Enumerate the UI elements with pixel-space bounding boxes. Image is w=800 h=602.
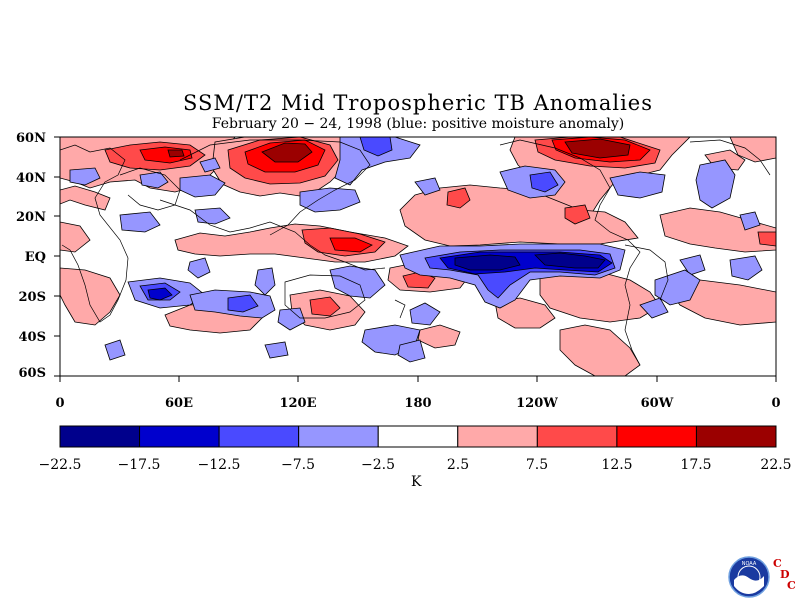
colorbar-tick-label: −22.5 xyxy=(39,457,82,473)
map-title: SSM/T2 Mid Tropospheric TB Anomalies xyxy=(182,91,654,115)
lon-label: 0 xyxy=(55,396,64,411)
coastlines xyxy=(60,139,771,366)
colorbar-segment xyxy=(139,425,220,448)
colorbar-segment xyxy=(536,425,618,448)
colorbar-segment xyxy=(218,425,300,448)
colorbar-segment xyxy=(616,425,697,448)
colorbar-labels: −22.5 −17.5 −12.5 −7.5 −2.5 2.5 7.5 12.5… xyxy=(39,457,792,473)
lat-label: 40N xyxy=(16,171,46,186)
navy-anomaly-regions xyxy=(454,252,606,271)
colorbar-segment xyxy=(298,425,379,448)
lon-label: 120W xyxy=(516,396,558,411)
lat-label: 60S xyxy=(19,366,46,381)
colorbar-tick-label: 17.5 xyxy=(680,457,711,473)
dark-red-anomaly-regions xyxy=(167,138,631,163)
lat-label: 40S xyxy=(19,330,46,345)
lat-label: 20N xyxy=(16,210,46,225)
lat-labels: 60N 40N 20N EQ 20S 40S 60S xyxy=(16,131,46,381)
lon-label: 60W xyxy=(641,396,674,411)
colorbar-tick-label: −2.5 xyxy=(361,457,395,473)
cdc-letter: C xyxy=(787,579,796,592)
colorbar-tick-label: 12.5 xyxy=(601,457,632,473)
lat-ticks xyxy=(54,136,60,377)
lon-label: 180 xyxy=(404,396,431,411)
lon-label: 60E xyxy=(165,396,193,411)
colorbar-segment xyxy=(457,425,538,448)
colorbar-tick-label: 2.5 xyxy=(447,457,469,473)
anomaly-field xyxy=(60,137,776,376)
lon-ticks xyxy=(59,376,777,382)
colorbar-unit: K xyxy=(411,474,422,490)
noaa-logo: NOAA C D C xyxy=(728,556,798,602)
noaa-logo-text: NOAA xyxy=(742,561,757,567)
lat-label: 60N xyxy=(16,131,46,146)
colorbar-segment xyxy=(59,425,141,448)
map-subtitle: February 20 − 24, 1998 (blue: positive m… xyxy=(211,116,625,132)
colorbar-tick-label: −17.5 xyxy=(118,457,161,473)
lat-label: EQ xyxy=(25,250,46,265)
cdc-letter: D xyxy=(780,568,790,581)
colorbar-segment xyxy=(695,425,777,448)
lon-label: 120E xyxy=(279,396,316,411)
cdc-letter: C xyxy=(773,557,782,570)
colorbar-tick-label: −12.5 xyxy=(198,457,241,473)
colorbar-tick-label: 7.5 xyxy=(526,457,548,473)
colorbar xyxy=(59,425,777,448)
lon-label: 0 xyxy=(771,396,780,411)
lon-labels: 0 60E 120E 180 120W 60W 0 xyxy=(55,396,780,411)
colorbar-segment xyxy=(377,425,459,448)
colorbar-tick-label: 22.5 xyxy=(760,457,791,473)
lat-label: 20S xyxy=(19,290,46,305)
colorbar-tick-label: −7.5 xyxy=(281,457,315,473)
